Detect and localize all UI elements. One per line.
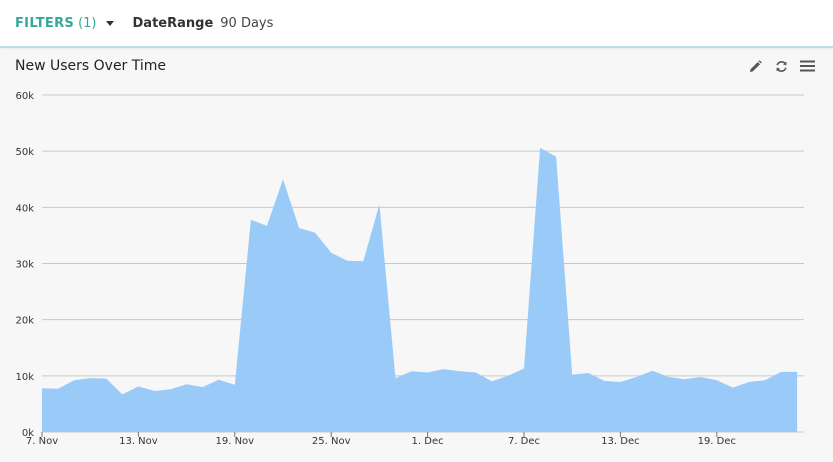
- chart-panel: 0k 10k 20k 30k 40k 50k 60k 7. Nov 13. Nov 19. No…: [0, 50, 833, 462]
- caret-down-icon: [105, 20, 114, 26]
- chart-title: New Users Over Time: [15, 58, 167, 74]
- x-tick-label: 7. Nov: [26, 436, 58, 447]
- series-area: [42, 147, 798, 433]
- x-tick-label: 1. Dec: [412, 436, 444, 447]
- date-range-value: 90 Days: [220, 15, 274, 31]
- x-tick-label: 19. Nov: [215, 436, 254, 447]
- refresh-icon[interactable]: [773, 58, 789, 74]
- chart-toolbar: [747, 58, 815, 74]
- x-axis-ticks: 7. Nov 13. Nov 19. Nov 25. Nov 1. Dec 7. Dec 1…: [26, 432, 736, 447]
- x-tick-label: 25. Nov: [312, 436, 351, 447]
- y-axis-ticks: 0k 10k 20k 30k 40k 50k 60k: [15, 91, 34, 439]
- y-tick-label: 10k: [15, 372, 34, 383]
- y-tick-label: 0k: [22, 428, 34, 439]
- pencil-icon[interactable]: [747, 58, 763, 74]
- x-tick-label: 7. Dec: [508, 436, 540, 447]
- y-tick-label: 60k: [15, 91, 34, 102]
- date-range-key: DateRange: [132, 15, 214, 31]
- date-range-filter[interactable]: DateRange 90 Days: [133, 16, 274, 31]
- y-tick-label: 30k: [15, 260, 34, 271]
- y-tick-label: 20k: [15, 316, 34, 327]
- y-tick-label: 40k: [15, 203, 34, 214]
- menu-icon[interactable]: [799, 58, 815, 74]
- x-tick-label: 13. Nov: [119, 436, 158, 447]
- filters-label: FILTERS: [15, 15, 75, 31]
- filter-bar: FILTERS (1) DateRange 90 Days: [0, 0, 833, 48]
- x-tick-label: 19. Dec: [698, 436, 736, 447]
- grid-lines: [42, 94, 804, 433]
- area-chart: 0k 10k 20k 30k 40k 50k 60k 7. Nov 13. Nov 19. No…: [15, 91, 804, 447]
- x-tick-label: 13. Dec: [601, 436, 639, 447]
- filters-count: (1): [78, 15, 97, 31]
- filters-dropdown[interactable]: FILTERS (1): [15, 16, 114, 31]
- y-tick-label: 50k: [15, 147, 34, 158]
